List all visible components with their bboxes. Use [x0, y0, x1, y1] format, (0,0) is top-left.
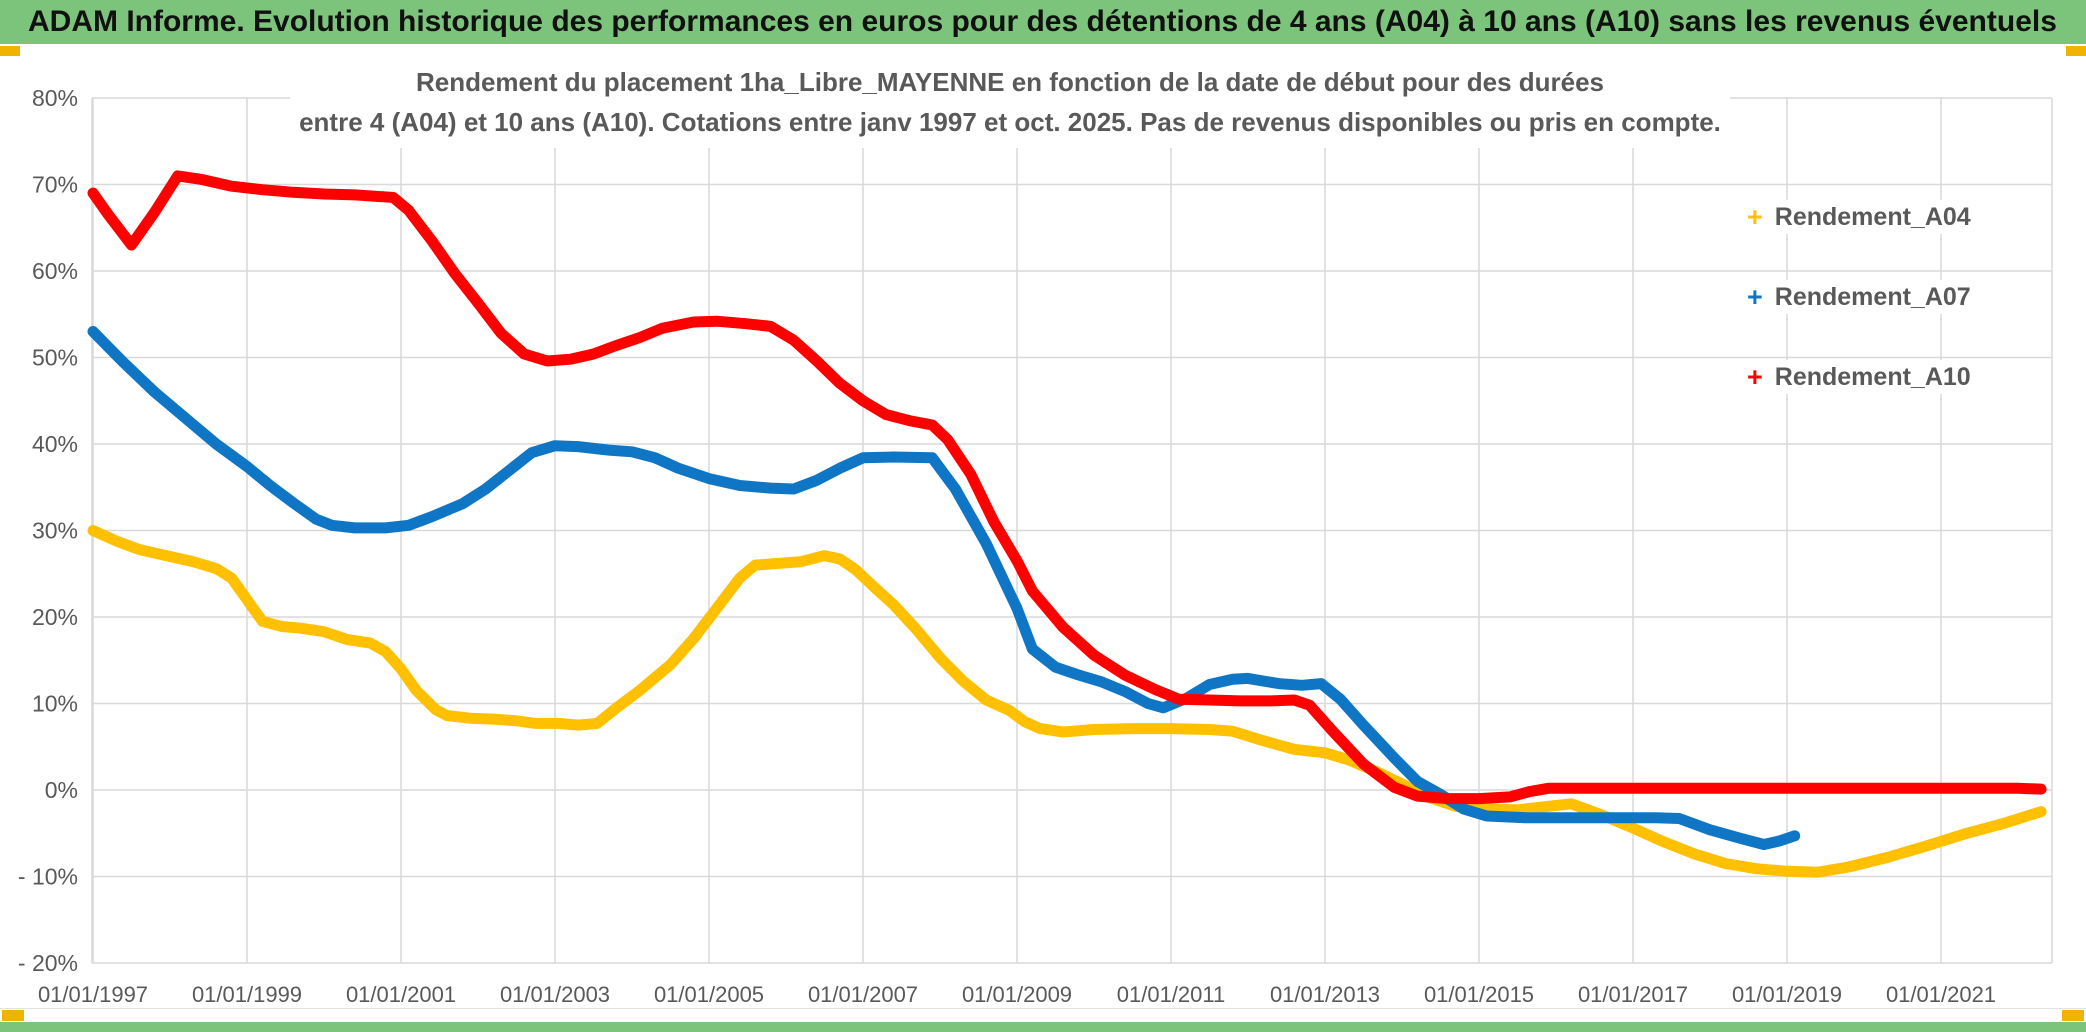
plus-marker-icon: + — [1747, 362, 1763, 392]
top-accent-strip — [0, 44, 2086, 56]
series-line-rendement_a07 — [87, 326, 1801, 850]
performance-line-chart: 80% 70% 60% 50% 40% 30% 20% 10% 0% - 10% - 20% 01/0… — [18, 85, 2053, 1007]
x-tick-label: 01/01/2001 — [346, 982, 456, 1007]
legend-label: Rendement_A10 — [1774, 362, 1971, 391]
bottom-accent-strip — [0, 1008, 2086, 1023]
legend-label: Rendement_A04 — [1774, 202, 1971, 231]
series-line-rendement_a04 — [87, 525, 2047, 878]
gold-corner-bottom-right — [2062, 1010, 2084, 1021]
x-tick-label: 01/01/2009 — [962, 982, 1072, 1007]
y-tick-label: 50% — [32, 345, 78, 371]
x-tick-label: 01/01/2015 — [1424, 982, 1534, 1007]
y-tick-label: 30% — [32, 518, 78, 544]
plus-marker-icon: + — [1747, 202, 1763, 232]
y-tick-label: - 10% — [18, 864, 78, 890]
chart-title-line2: entre 4 (A04) et 10 ans (A10). Cotations… — [299, 107, 1721, 137]
legend-item-rendement-a10[interactable]: + Rendement_A10 — [1743, 360, 1981, 394]
y-tick-label: 70% — [32, 172, 78, 198]
x-tick-label: 01/01/1997 — [38, 982, 148, 1007]
y-tick-label: 20% — [32, 604, 78, 630]
x-tick-label: 01/01/1999 — [192, 982, 302, 1007]
y-tick-label: 0% — [45, 777, 78, 803]
y-tick-label: 40% — [32, 431, 78, 457]
x-tick-label: 01/01/2017 — [1578, 982, 1688, 1007]
x-tick-label: 01/01/2011 — [1117, 982, 1225, 1007]
y-tick-label: 10% — [32, 691, 78, 717]
app-title-bar: ADAM Informe. Evolution historique des p… — [0, 0, 2086, 44]
x-axis-tick-labels: 01/01/1997 01/01/1999 01/01/2001 01/01/2003… — [38, 982, 1996, 1007]
series-line-rendement_a10 — [87, 170, 2047, 805]
x-tick-label: 01/01/2005 — [654, 982, 764, 1007]
x-tick-label: 01/01/2021 — [1886, 982, 1996, 1007]
y-tick-label: - 20% — [18, 950, 78, 976]
legend-label: Rendement_A07 — [1774, 282, 1971, 311]
chart-title-line1: Rendement du placement 1ha_Libre_MAYENNE… — [415, 67, 1605, 97]
gold-corner-top-right — [2066, 46, 2086, 56]
gold-corner-top-left — [0, 46, 20, 56]
chart-title: Rendement du placement 1ha_Libre_MAYENNE… — [290, 60, 1730, 148]
y-axis-tick-labels: 80% 70% 60% 50% 40% 30% 20% 10% 0% - 10% - 20% — [18, 85, 78, 976]
legend-item-rendement-a04[interactable]: + Rendement_A04 — [1743, 200, 1981, 234]
app-title: ADAM Informe. Evolution historique des p… — [28, 5, 2057, 38]
y-tick-label: 80% — [32, 85, 78, 111]
x-tick-label: 01/01/2003 — [500, 982, 610, 1007]
x-tick-label: 01/01/2019 — [1732, 982, 1842, 1007]
x-tick-label: 01/01/2013 — [1270, 982, 1380, 1007]
bottom-green-bar — [0, 1022, 2086, 1032]
legend-item-rendement-a07[interactable]: + Rendement_A07 — [1743, 280, 1981, 314]
plus-marker-icon: + — [1747, 282, 1763, 312]
x-tick-label: 01/01/2007 — [808, 982, 918, 1007]
y-tick-label: 60% — [32, 258, 78, 284]
gold-corner-bottom-left — [2, 1010, 24, 1021]
